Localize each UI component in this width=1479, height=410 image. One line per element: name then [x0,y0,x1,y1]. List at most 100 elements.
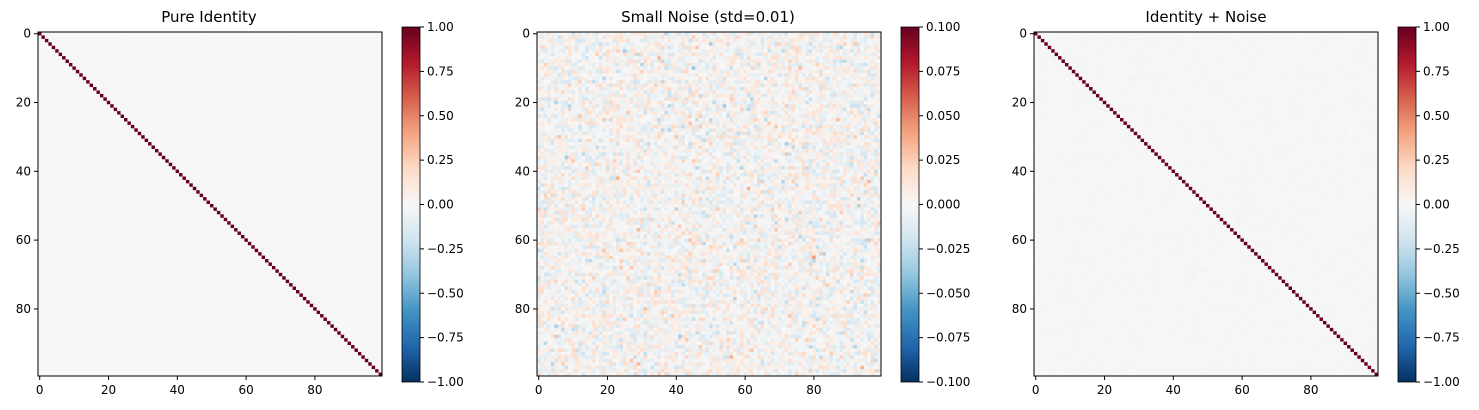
heatmap-cell [238,104,242,108]
heatmap-cell [83,146,87,150]
heatmap-cell [334,84,338,88]
heatmap-cell [41,201,45,205]
heatmap-cell [341,60,345,64]
heatmap-cell [176,176,180,180]
heatmap-cell [217,163,221,167]
heatmap-cell [251,49,255,53]
heatmap-cell [275,94,279,98]
heatmap-cell [124,32,128,36]
heatmap-cell [313,53,317,57]
heatmap-cell [320,53,324,57]
heatmap-cell [45,118,49,122]
heatmap-cell [76,187,80,191]
heatmap-cell [358,146,362,150]
heatmap-cell [251,42,255,46]
heatmap-cell [320,159,324,163]
heatmap-cell [337,108,341,112]
heatmap-cell [207,201,211,205]
heatmap-cell [241,176,245,180]
heatmap-cell [354,66,358,70]
heatmap-cell [172,176,176,180]
heatmap-cell [248,139,252,143]
heatmap-cell [103,183,107,187]
heatmap-cell [66,187,70,191]
heatmap-cell [69,187,73,191]
heatmap-cell [313,35,317,39]
heatmap-cell [289,97,293,101]
heatmap-cell [152,90,156,94]
heatmap-cell [96,190,100,194]
heatmap-cell [251,87,255,91]
heatmap-cell [114,170,118,174]
heatmap-cell [62,146,66,150]
heatmap-cell [179,152,183,156]
heatmap-cell [55,173,59,177]
heatmap-cell [282,146,286,150]
heatmap-cell [265,152,269,156]
heatmap-cell [186,87,190,91]
heatmap-cell [234,128,238,132]
heatmap-cell [368,156,372,160]
heatmap-cell [296,77,300,81]
heatmap-cell [272,170,276,174]
heatmap-cell [55,56,59,60]
heatmap-cell [176,163,180,167]
heatmap-cell [141,63,145,67]
heatmap-cell [176,90,180,94]
heatmap-cell [62,94,66,98]
heatmap-cell [310,53,314,57]
heatmap-cell [96,42,100,46]
heatmap-cell [55,139,59,143]
heatmap-cell [124,176,128,180]
heatmap-cell [351,180,355,184]
heatmap-cell [368,70,372,74]
heatmap-cell [330,104,334,108]
heatmap-cell [361,170,365,174]
heatmap-cell [341,66,345,70]
heatmap-cell [324,66,328,70]
heatmap-cell [317,128,321,132]
heatmap-cell [289,170,293,174]
heatmap-cell [275,80,279,84]
heatmap-cell [196,104,200,108]
heatmap-cell [100,87,104,91]
heatmap-cell [66,194,70,198]
heatmap-cell [69,66,73,70]
heatmap-cell [141,166,145,170]
heatmap-cell [324,132,328,136]
heatmap-cell [193,159,197,163]
heatmap-cell [344,149,348,153]
heatmap-cell [258,118,262,122]
heatmap-cell [344,166,348,170]
heatmap-cell [193,97,197,101]
heatmap-cell [148,187,152,191]
heatmap-cell [224,39,228,43]
heatmap-cell [368,149,372,153]
heatmap-cell [162,42,166,46]
heatmap-cell [220,87,224,91]
heatmap-cell [193,163,197,167]
heatmap-cell [117,73,121,77]
heatmap-cell [79,104,83,108]
heatmap-cell [213,56,217,60]
heatmap-cell [289,201,293,205]
heatmap-cell [55,166,59,170]
heatmap-cell [155,121,159,125]
heatmap-cell [251,80,255,84]
heatmap-cell [306,128,310,132]
heatmap-cell [66,60,70,64]
heatmap-cell [196,101,200,105]
heatmap-cell [55,180,59,184]
heatmap-cell [165,201,169,205]
heatmap-cell [310,159,314,163]
heatmap-cell [299,125,303,129]
heatmap-cell [103,139,107,143]
heatmap-cell [303,135,307,139]
heatmap-cell [265,101,269,105]
heatmap-cell [258,101,262,105]
heatmap-cell [131,156,135,160]
heatmap-cell [330,118,334,122]
heatmap-cell [148,142,152,146]
heatmap-cell [124,66,128,70]
heatmap-cell [289,142,293,146]
